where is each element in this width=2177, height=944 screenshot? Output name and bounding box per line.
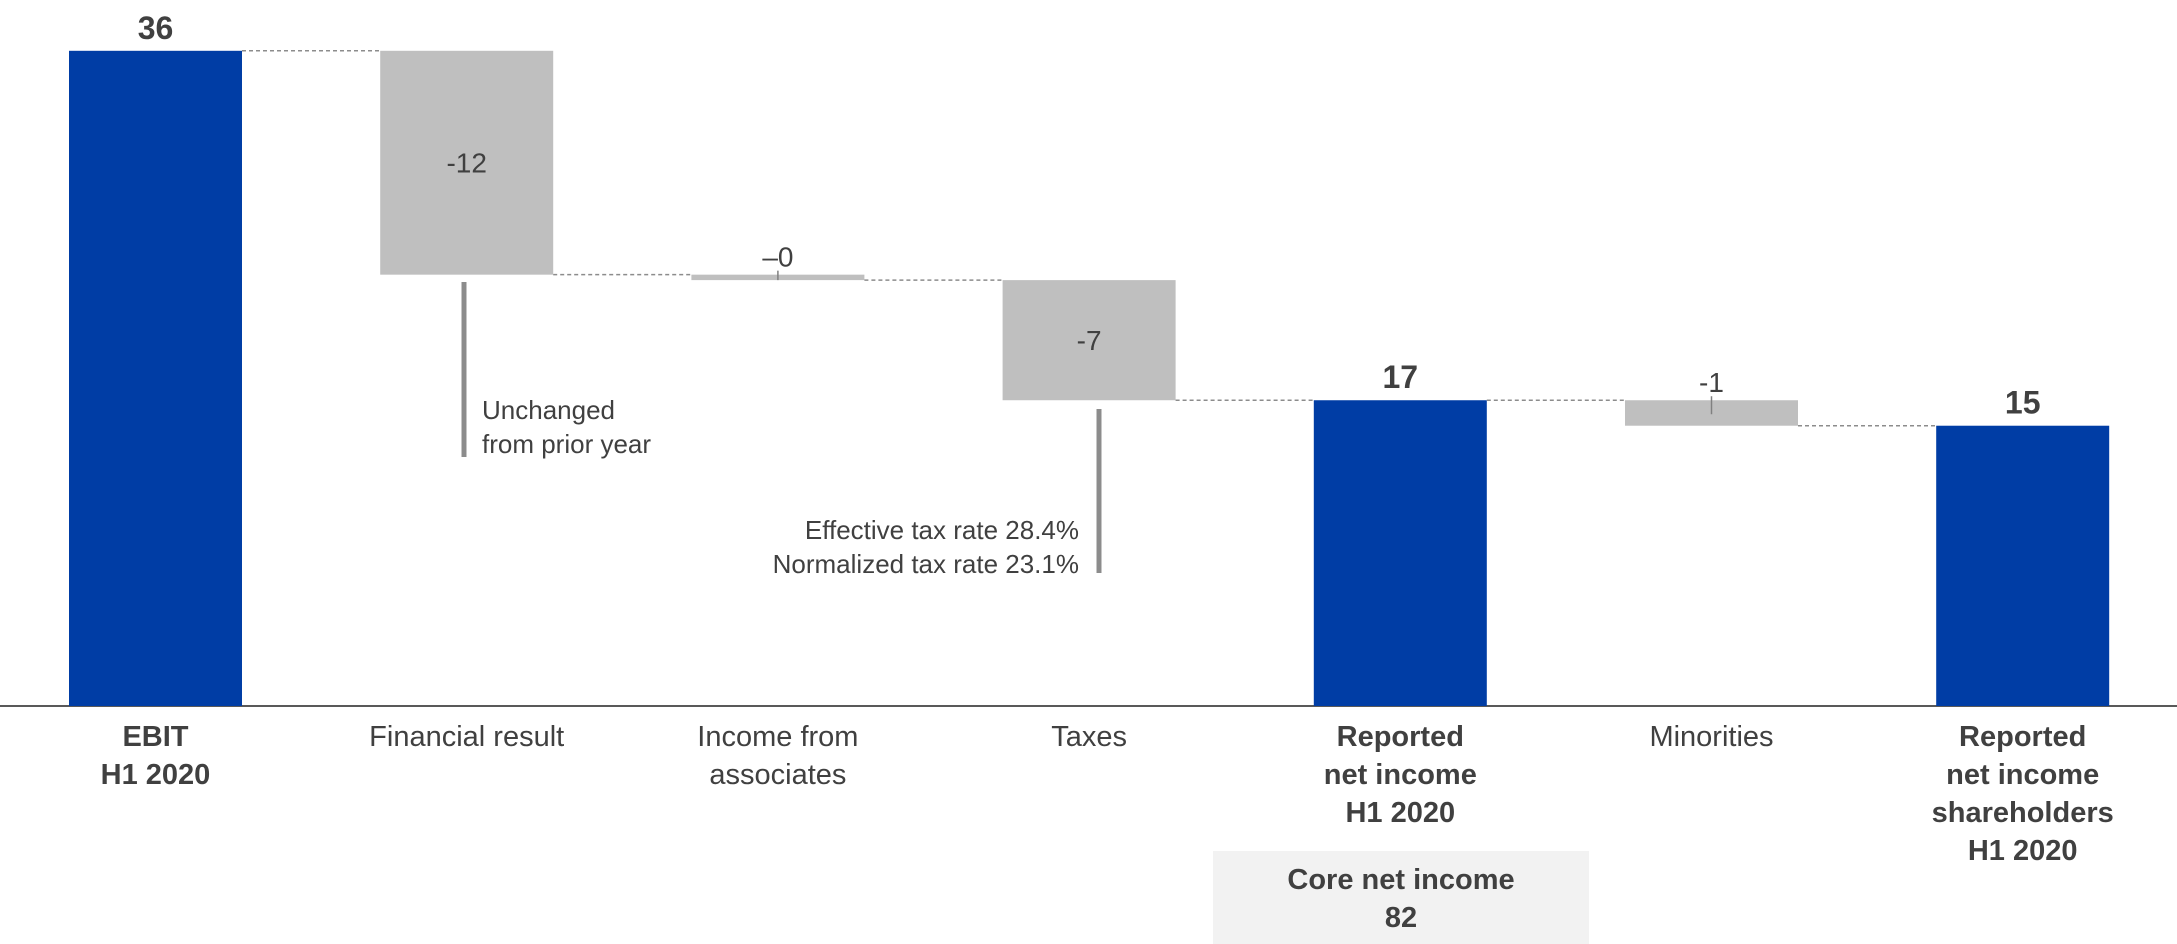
delta-bar — [380, 50, 554, 275]
note-line: from prior year — [482, 429, 652, 459]
category-label-line: H1 2020 — [1345, 797, 1456, 829]
core-net-income-label: Core net income — [1287, 864, 1515, 896]
core-net-income-box: Core net income 82 — [1213, 851, 1589, 944]
category-label-line: shareholders — [1931, 797, 2114, 829]
data-label: -12 — [446, 148, 486, 179]
data-label: 17 — [1383, 359, 1419, 395]
total-bar — [1936, 425, 2110, 706]
category-label-line: EBIT — [122, 721, 189, 753]
data-label: -7 — [1077, 325, 1102, 356]
data-label: 36 — [138, 10, 174, 46]
tax-rate-note: Effective tax rate 28.4% Normalized tax … — [773, 513, 1079, 581]
note-line: Effective tax rate 28.4% — [804, 515, 1079, 545]
category-label-line: associates — [709, 759, 847, 791]
category-label-line: Reported — [1336, 721, 1464, 753]
category-label-line: Taxes — [1051, 721, 1127, 753]
delta-bar — [1002, 280, 1176, 401]
data-label: 15 — [2005, 385, 2041, 421]
category-label: Minorities — [1582, 718, 1842, 756]
data-label: –0 — [762, 242, 793, 273]
category-label-line: H1 2020 — [100, 759, 211, 791]
category-label-line: net income — [1946, 759, 2100, 791]
financial-result-note: Unchanged from prior year — [482, 393, 651, 461]
category-label-line: Minorities — [1649, 721, 1774, 753]
note-line: Normalized tax rate 23.1% — [772, 549, 1079, 579]
category-label-line: Income from — [697, 721, 859, 753]
note-line: Unchanged — [482, 395, 615, 425]
category-label: EBIT H1 2020 — [26, 718, 286, 794]
category-label: Financial result — [337, 718, 597, 756]
category-label: Income from associates — [648, 718, 908, 794]
category-label: Taxes — [959, 718, 1219, 756]
category-label-line: Reported — [1959, 721, 2087, 753]
total-bar — [69, 50, 242, 707]
category-label-line: Financial result — [369, 721, 565, 753]
data-label: -1 — [1699, 367, 1724, 398]
category-label: Reported net income H1 2020 — [1270, 718, 1530, 832]
category-label: Reported net income shareholders H1 2020 — [1893, 718, 2153, 870]
core-net-income-value: 82 — [1384, 902, 1418, 934]
category-label-line: H1 2020 — [1967, 835, 2078, 867]
total-bar — [1313, 400, 1487, 706]
category-label-line: net income — [1323, 759, 1477, 791]
